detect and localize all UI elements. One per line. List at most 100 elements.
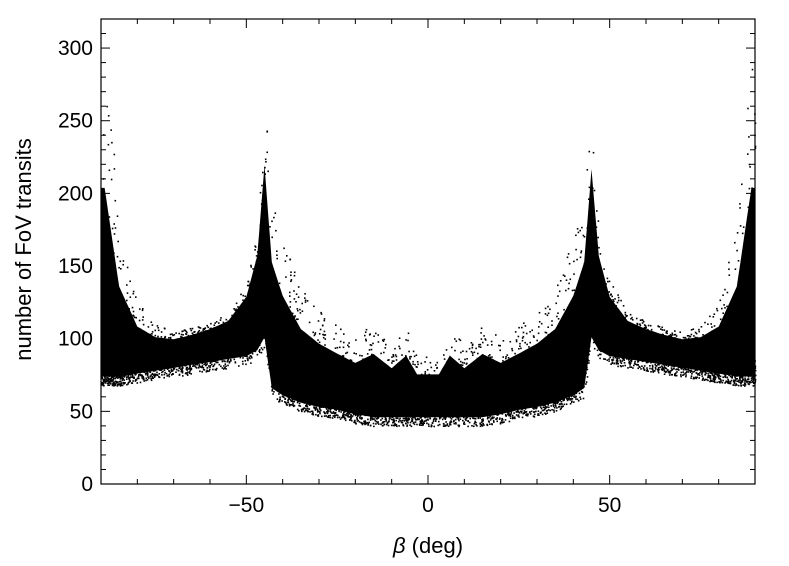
data-point <box>726 381 729 383</box>
data-point <box>329 416 332 419</box>
data-point <box>129 296 132 298</box>
data-point <box>343 412 345 414</box>
data-point <box>340 411 342 413</box>
data-point <box>659 366 662 369</box>
data-point <box>129 374 132 376</box>
data-point <box>215 361 218 363</box>
data-point <box>713 325 716 327</box>
data-point <box>247 284 249 287</box>
data-point <box>466 416 469 419</box>
data-point <box>604 358 606 360</box>
data-point <box>616 357 618 360</box>
data-point <box>698 330 700 333</box>
data-point <box>330 412 333 414</box>
data-point <box>205 370 208 373</box>
data-point <box>380 423 382 426</box>
data-point <box>652 365 654 368</box>
data-point <box>371 353 373 356</box>
data-point <box>588 150 591 153</box>
data-point <box>339 340 342 343</box>
data-point <box>517 410 519 413</box>
data-point <box>747 107 749 110</box>
data-point <box>466 358 468 360</box>
data-point <box>202 329 204 332</box>
data-point <box>402 417 405 420</box>
data-point <box>293 274 296 277</box>
data-point <box>376 422 379 424</box>
data-point <box>677 366 680 369</box>
data-point <box>206 324 208 327</box>
data-point <box>365 422 368 425</box>
data-point <box>135 296 137 298</box>
data-point <box>343 341 345 344</box>
data-point <box>640 368 642 370</box>
data-point <box>619 359 622 362</box>
data-point <box>544 307 547 310</box>
data-point <box>318 410 320 413</box>
data-point <box>576 258 578 261</box>
data-point <box>407 418 409 420</box>
data-point <box>433 425 435 428</box>
data-point <box>459 360 462 363</box>
data-point <box>731 375 734 377</box>
data-point <box>719 318 722 321</box>
data-point <box>298 402 301 405</box>
data-point <box>225 368 227 370</box>
data-point <box>351 415 354 417</box>
data-point <box>271 236 273 239</box>
data-point <box>239 356 242 359</box>
data-point <box>292 402 294 405</box>
data-point <box>737 380 739 382</box>
data-point <box>118 266 120 269</box>
data-point <box>168 375 171 378</box>
data-point <box>335 324 337 326</box>
data-point <box>517 415 519 417</box>
data-point <box>565 289 567 292</box>
data-point <box>511 349 514 352</box>
data-point <box>630 318 632 320</box>
data-point <box>715 373 718 375</box>
data-point <box>294 315 296 317</box>
data-point <box>571 289 574 292</box>
data-point <box>146 372 149 375</box>
data-point <box>725 381 727 383</box>
data-point <box>693 370 696 373</box>
data-point <box>424 371 427 373</box>
data-point <box>427 419 429 421</box>
data-point <box>341 355 344 357</box>
data-point <box>297 286 300 288</box>
data-point <box>690 377 692 379</box>
data-point <box>323 415 326 417</box>
data-point <box>566 399 569 402</box>
data-point <box>113 168 116 170</box>
data-point <box>392 419 394 421</box>
data-point <box>579 256 582 259</box>
data-point <box>750 379 753 382</box>
data-point <box>740 376 742 379</box>
data-point <box>131 306 134 309</box>
data-point <box>332 415 335 417</box>
data-point <box>537 414 539 416</box>
data-point <box>463 421 465 423</box>
data-point <box>636 364 638 366</box>
data-point <box>451 346 453 349</box>
data-point <box>567 253 570 255</box>
data-point <box>138 377 140 380</box>
data-point <box>398 425 400 427</box>
data-point <box>102 378 105 381</box>
data-point <box>302 407 304 410</box>
data-point <box>161 371 163 374</box>
data-point <box>624 311 627 314</box>
data-point <box>510 412 513 414</box>
data-point <box>473 422 476 425</box>
data-point <box>489 419 492 421</box>
data-point <box>588 362 590 364</box>
data-point <box>289 258 292 261</box>
data-point <box>209 366 211 368</box>
data-point <box>272 393 274 395</box>
data-point <box>710 380 712 382</box>
data-point <box>545 332 548 334</box>
data-point <box>389 417 391 420</box>
data-point <box>630 366 633 368</box>
data-point <box>343 416 346 419</box>
